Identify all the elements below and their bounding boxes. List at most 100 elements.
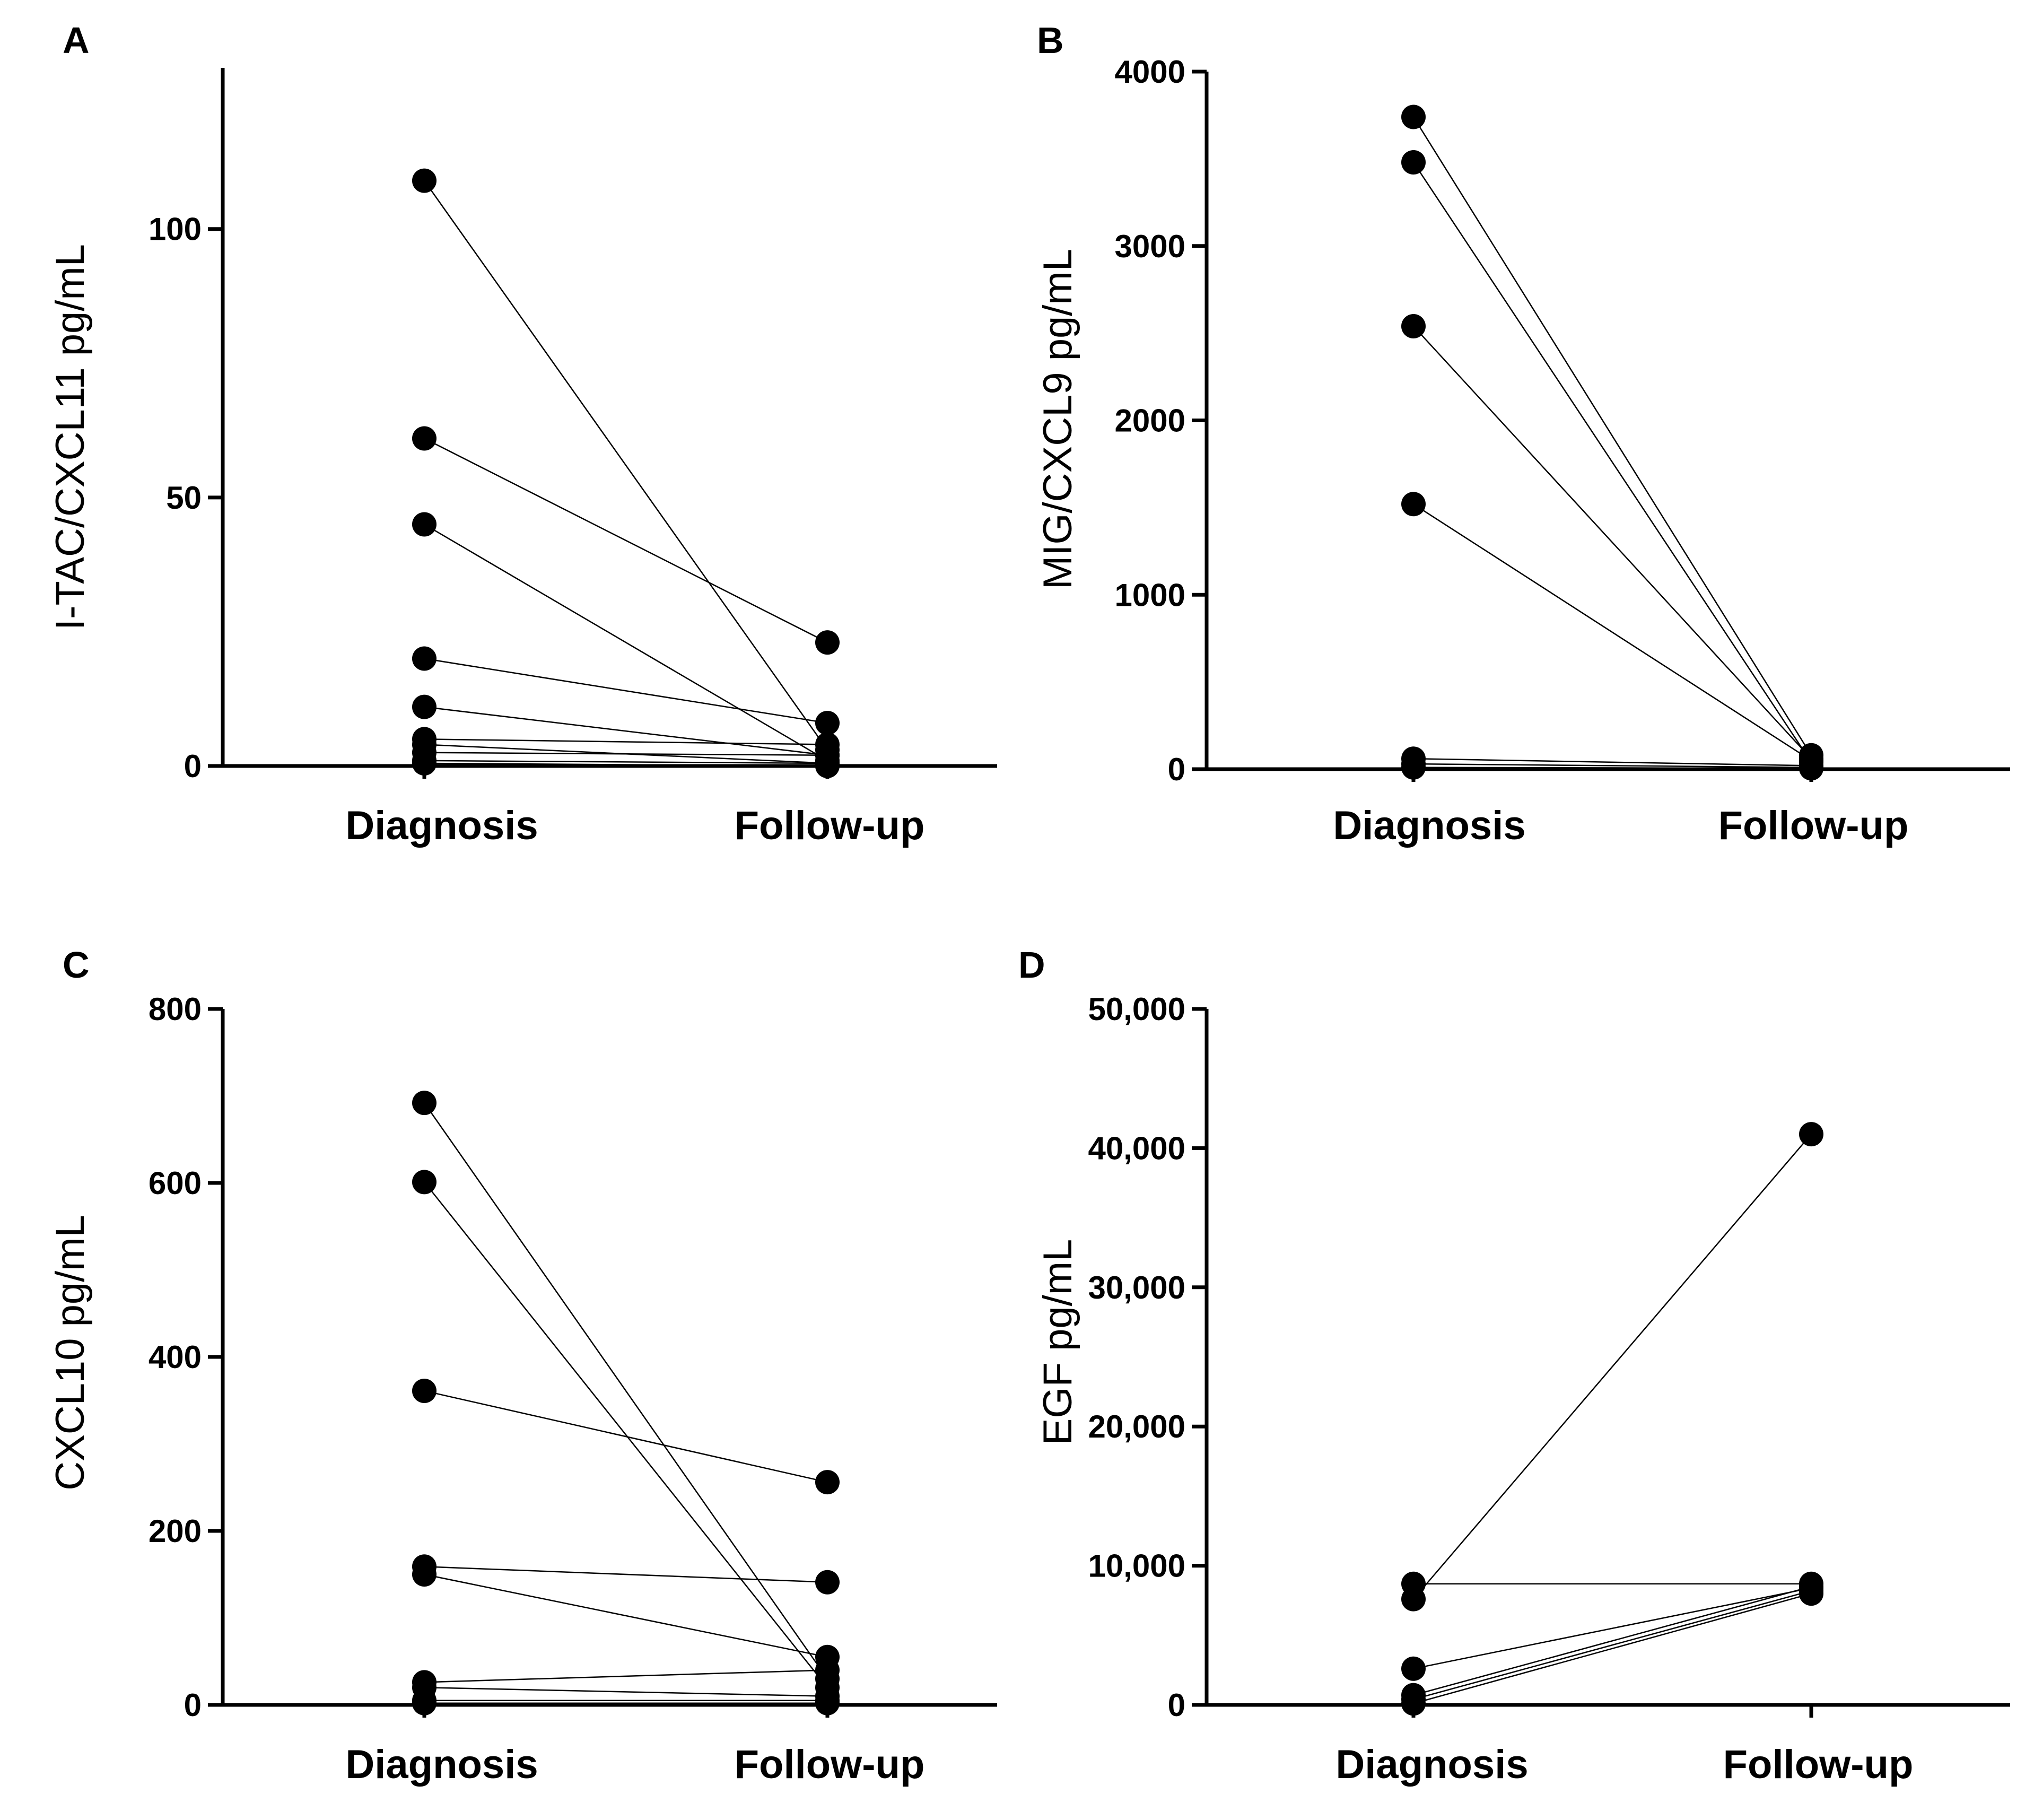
plot-area: 0 10,000 20,000 30,000 40,000 50,000: [1088, 991, 2010, 1723]
series-line: [1413, 767, 1812, 769]
series-line: [424, 524, 828, 761]
y-tick-label: 600: [149, 1165, 202, 1201]
series-line: [1413, 1586, 1812, 1696]
data-point: [412, 168, 437, 193]
y-tick-label: 800: [149, 991, 202, 1027]
series-line: [1413, 758, 1812, 767]
category-label-follow-up: Follow-up: [1718, 803, 1909, 848]
series-line: [424, 1686, 828, 1697]
series-line: [424, 1390, 828, 1483]
data-point: [412, 1378, 437, 1403]
data-point: [412, 426, 437, 451]
series-line: [1413, 1587, 1812, 1670]
y-tick-label: 1000: [1115, 577, 1185, 613]
panel-letter: C: [63, 944, 90, 986]
y-tick-label: 4000: [1115, 54, 1185, 90]
data-point: [1799, 1122, 1823, 1147]
y-tick-label: 0: [184, 1687, 202, 1723]
data-point: [815, 711, 840, 736]
y-tick-label: 50,000: [1088, 991, 1185, 1027]
series-line: [424, 1573, 828, 1658]
series-line: [1413, 1592, 1812, 1704]
data-point: [1799, 1581, 1823, 1606]
y-axis-title: I-TAC/CXCL11 pg/mL: [48, 244, 93, 630]
series-line: [424, 706, 828, 756]
series-line: [1412, 162, 1812, 763]
panel-letter: D: [1018, 944, 1045, 986]
y-axis-title: MIG/CXCL9 pg/mL: [1035, 249, 1080, 589]
category-label-diagnosis: Diagnosis: [1333, 803, 1525, 848]
series-line: [1413, 503, 1812, 761]
data-point: [1401, 1587, 1426, 1612]
data-point: [815, 1658, 840, 1683]
data-point: [815, 1691, 840, 1715]
data-point: [412, 512, 437, 537]
data-point: [412, 1691, 437, 1715]
y-tick-label: 400: [149, 1339, 202, 1375]
series-line: [424, 752, 828, 756]
plot-area: 0 50 100: [149, 68, 997, 784]
plot-area: 0 200 400 600 800: [149, 991, 997, 1723]
y-tick-label: 0: [1168, 752, 1185, 787]
y-tick-label: 200: [149, 1513, 202, 1549]
panel-a: A I-TAC/CXCL11 pg/mL 0 50 100 Diagnosis Fo…: [48, 20, 997, 848]
y-tick-label: 3000: [1115, 229, 1185, 264]
series-line: [424, 438, 828, 643]
data-point: [815, 754, 840, 778]
series-line: [1413, 326, 1812, 760]
series-line: [423, 1102, 828, 1679]
data-point: [1799, 756, 1823, 781]
y-tick-label: 100: [149, 212, 202, 247]
data-point: [1401, 105, 1426, 129]
category-label-follow-up: Follow-up: [735, 803, 925, 848]
series-line: [1413, 763, 1812, 768]
panel-b: B MIG/CXCL9 pg/mL 0 1000 2000 3000 4000 Diag…: [1035, 20, 2010, 848]
data-point: [412, 1170, 437, 1195]
data-point: [815, 630, 840, 655]
y-axis-title: EGF pg/mL: [1035, 1239, 1080, 1445]
panel-letter: A: [63, 20, 90, 61]
series-line: [424, 738, 828, 745]
plot-area: 0 1000 2000 3000 4000: [1115, 54, 2010, 787]
data-point: [815, 1470, 840, 1495]
data-point: [1401, 314, 1426, 338]
data-point: [1401, 1691, 1426, 1716]
y-tick-label: 2000: [1115, 403, 1185, 439]
data-point: [815, 1570, 840, 1595]
series-line: [424, 1181, 828, 1688]
series-line: [1412, 116, 1812, 756]
y-tick-label: 0: [1168, 1687, 1185, 1723]
series-line: [424, 658, 828, 724]
data-point: [1401, 492, 1426, 517]
y-tick-label: 10,000: [1088, 1548, 1185, 1584]
series-line: [424, 760, 828, 764]
data-point: [1401, 755, 1426, 780]
y-tick-label: 30,000: [1088, 1270, 1185, 1305]
series-line: [424, 1565, 828, 1583]
data-point: [412, 1091, 437, 1116]
series-line: [424, 762, 828, 767]
category-label-diagnosis: Diagnosis: [1335, 1742, 1528, 1787]
category-label-follow-up: Follow-up: [1723, 1742, 1914, 1787]
category-label-follow-up: Follow-up: [735, 1742, 925, 1787]
y-axis-title: CXCL10 pg/mL: [48, 1215, 93, 1491]
data-point: [412, 646, 437, 671]
panel-c: C CXCL10 pg/mL 0 200 400 600 800 Diagnosis F…: [48, 944, 997, 1787]
data-point: [412, 1562, 437, 1587]
data-point: [1401, 150, 1426, 175]
data-point: [1401, 1656, 1426, 1681]
data-point: [412, 694, 437, 719]
y-tick-label: 0: [184, 748, 202, 784]
data-point: [412, 751, 437, 776]
y-tick-label: 50: [166, 480, 202, 516]
y-tick-label: 40,000: [1088, 1130, 1185, 1166]
series-line: [424, 1669, 828, 1683]
series-line: [1413, 1134, 1812, 1600]
category-label-diagnosis: Diagnosis: [345, 1742, 538, 1787]
y-tick-label: 20,000: [1088, 1409, 1185, 1444]
panel-letter: B: [1037, 20, 1064, 61]
series-line: [423, 180, 828, 751]
category-label-diagnosis: Diagnosis: [345, 803, 538, 848]
panel-d: D EGF pg/mL 0 10,000 20,000 30,000 40,000 50,…: [1018, 944, 2010, 1787]
